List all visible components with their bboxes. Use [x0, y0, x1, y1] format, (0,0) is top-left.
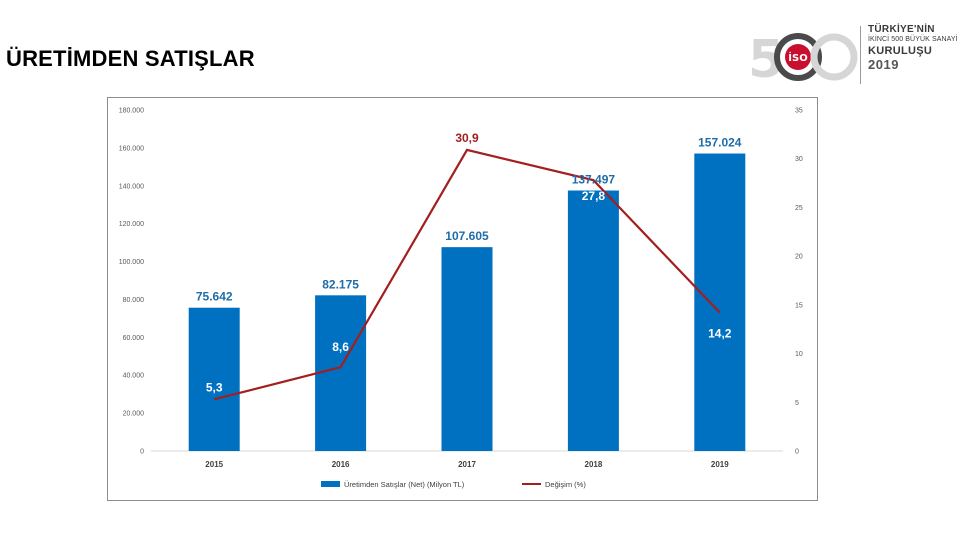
bar-2016 [315, 295, 367, 451]
bar-value-label: 137.497 [572, 173, 616, 187]
y-right-tick-label: 20 [795, 254, 803, 261]
y-left-tick-label: 80.000 [123, 297, 145, 304]
y-right-tick-label: 25 [795, 205, 803, 212]
y-right-tick-label: 30 [795, 156, 803, 163]
line-value-label: 8,6 [332, 340, 349, 354]
y-right-tick-label: 5 [795, 400, 799, 407]
legend-bar-label: Üretimden Satışlar (Net) (Milyon TL) [344, 480, 465, 489]
y-right-tick-label: 10 [795, 351, 803, 358]
bar-2017 [441, 247, 493, 451]
iso-500-logo: 5 İSO TÜRKİYE'NİN İKİNCİ 500 BÜYÜK SANAY… [746, 20, 958, 90]
slide-title: ÜRETİMDEN SATIŞLAR [6, 46, 255, 71]
bar-2018 [567, 190, 619, 451]
y-left-tick-label: 180.000 [119, 108, 144, 115]
logo-line-3: KURULUŞU [868, 45, 933, 57]
logo-badge-text: İSO [788, 50, 807, 64]
logo-line-1: TÜRKİYE'NİN [868, 24, 935, 35]
x-category-label: 2018 [585, 460, 603, 469]
line-value-label: 5,3 [206, 380, 223, 394]
iso-500-emblem: 5 İSO [748, 30, 858, 84]
change-percent-line [213, 148, 721, 401]
x-category-label: 2015 [205, 460, 223, 469]
bar-value-label: 107.605 [445, 229, 489, 243]
legend-line-label: Değişim (%) [545, 480, 586, 489]
combo-chart: 0 20.000 40.000 60.000 80.000 100.000 120.000 1… [119, 108, 803, 490]
line-value-label: 30,9 [455, 131, 479, 145]
y-left-tick-label: 160.000 [119, 145, 144, 152]
y-right-tick-label: 0 [795, 449, 799, 456]
bar-value-label: 157.024 [698, 136, 742, 150]
bar-2015 [188, 307, 240, 451]
y-left-tick-label: 20.000 [123, 411, 145, 418]
bar-2019 [694, 153, 746, 451]
line-value-label: 14,2 [708, 327, 732, 341]
chart-container: 0 20.000 40.000 60.000 80.000 100.000 120.000 1… [107, 97, 818, 501]
x-category-label: 2016 [332, 460, 350, 469]
line-value-label: 27,8 [582, 189, 606, 203]
logo-line-4: 2019 [868, 57, 899, 72]
y-left-tick-label: 100.000 [119, 259, 144, 266]
logo-line-2: İKİNCİ 500 BÜYÜK SANAYİ [868, 36, 958, 43]
logo-text: TÜRKİYE'NİN İKİNCİ 500 BÜYÜK SANAYİ KURU… [868, 24, 958, 72]
y-left-tick-label: 40.000 [123, 373, 145, 380]
y-right-tick-label: 35 [795, 108, 803, 115]
y-left-tick-label: 140.000 [119, 183, 144, 190]
bar-value-label: 82.175 [322, 277, 359, 291]
legend-bar-swatch [321, 481, 340, 487]
y-left-tick-label: 60.000 [123, 335, 145, 342]
x-category-label: 2019 [711, 460, 729, 469]
y-left-tick-label: 120.000 [119, 221, 144, 228]
y-left-tick-label: 0 [140, 449, 144, 456]
y-right-tick-label: 15 [795, 302, 803, 309]
x-category-label: 2017 [458, 460, 476, 469]
bar-value-label: 75.642 [196, 290, 233, 304]
logo-divider [860, 26, 861, 84]
